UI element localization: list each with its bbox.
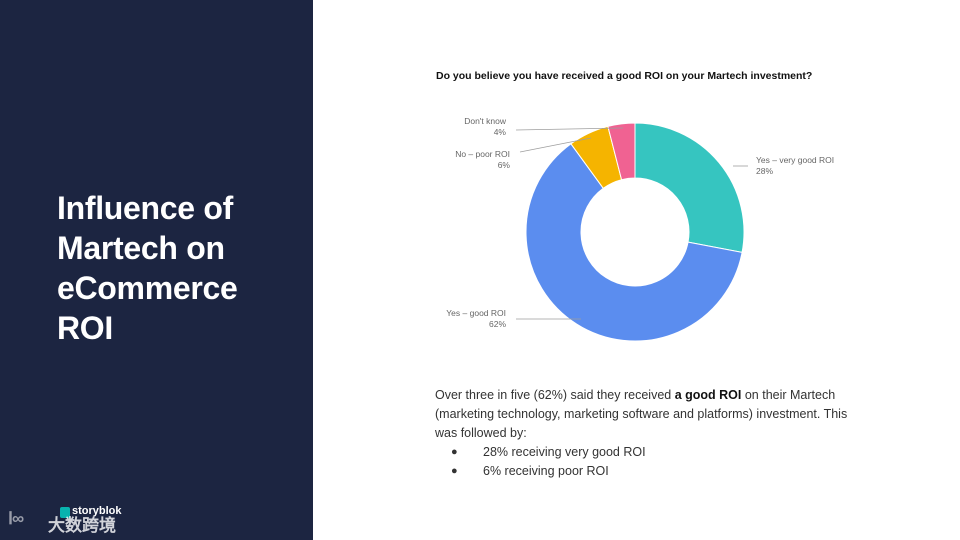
bullet-text: 28% receiving very good ROI: [483, 445, 646, 459]
bullet-dot-icon: ●: [451, 465, 458, 477]
slide-title-line: eCommerce: [57, 270, 238, 306]
description-intro: Over three in five (62%) said they recei…: [435, 388, 675, 402]
watermark-logo-icon: Ⅰ∞: [8, 509, 24, 528]
bullet-dot-icon: ●: [451, 446, 458, 458]
left-panel: Influence of Martech on eCommerce ROI Ⅰ∞…: [0, 0, 313, 540]
leader-line: [519, 137, 592, 153]
description: Over three in five (62%) said they recei…: [435, 386, 855, 481]
bullet-list: ● 28% receiving very good ROI ● 6% receivi…: [435, 443, 855, 481]
slice-value-label: 62%: [489, 319, 506, 329]
description-highlight: a good ROI: [674, 388, 742, 402]
slide-title: Influence of Martech on eCommerce ROI: [57, 188, 297, 348]
bullet-item: ● 6% receiving poor ROI: [435, 462, 855, 481]
slice-label: Don't know: [464, 116, 507, 126]
storyblok-logo-icon: [60, 507, 70, 518]
slide-title-line: ROI: [57, 310, 113, 346]
description-paragraph: Over three in five (62%) said they recei…: [435, 386, 855, 443]
bullet-text: 6% receiving poor ROI: [483, 464, 609, 478]
slice-label: No – poor ROI: [455, 149, 510, 159]
donut-slice: [525, 143, 743, 342]
leader-line: [515, 127, 624, 131]
chart-title: Do you believe you have received a good …: [436, 70, 813, 82]
slide-title-line: Influence of: [57, 190, 233, 226]
slice-label: Yes – very good ROI: [756, 155, 834, 165]
description-intro-end: on their Martech (marketing technology, …: [435, 388, 848, 440]
brand-name: storyblok: [72, 505, 122, 517]
slice-value-label: 6%: [498, 160, 511, 170]
slice-value-label: 4%: [494, 127, 507, 137]
donut-slice: [607, 122, 636, 181]
donut-slice: [634, 122, 745, 254]
slice-label: Yes – good ROI: [446, 308, 506, 318]
slice-value-label: 28%: [756, 166, 773, 176]
watermark-text: 大数跨境: [48, 516, 116, 535]
logo-area: Ⅰ∞ storyblok 大数跨境: [8, 505, 138, 535]
bullet-item: ● 28% receiving very good ROI: [435, 443, 855, 462]
slide-title-line: Martech on: [57, 230, 225, 266]
